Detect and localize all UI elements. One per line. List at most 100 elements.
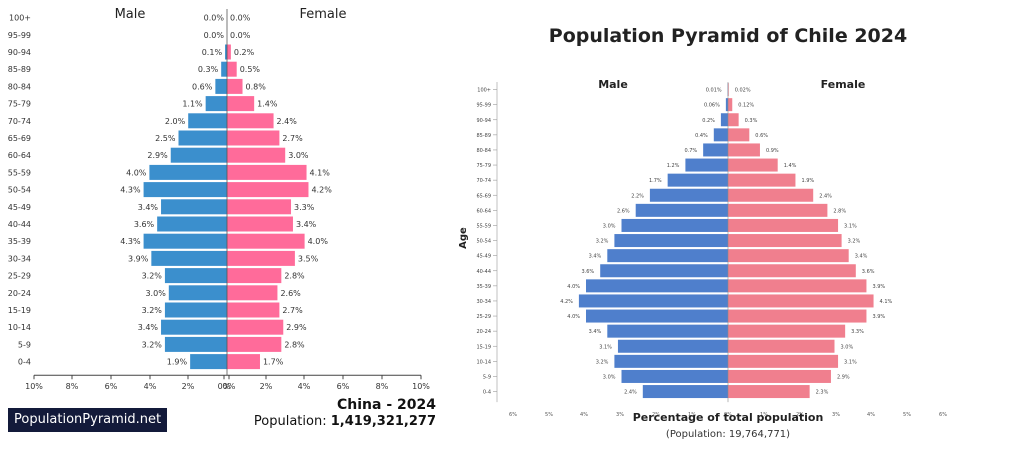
- x-tick-label: 8%: [66, 382, 79, 391]
- female-value-label: 3.3%: [294, 203, 315, 212]
- female-bar: [728, 325, 845, 338]
- age-group-label: 40-44: [476, 269, 491, 275]
- male-bar: [685, 159, 728, 172]
- male-bar: [607, 325, 728, 338]
- x-tick-label: 6%: [939, 412, 947, 418]
- male-value-label: 2.5%: [155, 134, 176, 143]
- age-group-label: 45-49: [8, 203, 31, 212]
- female-bar: [227, 113, 274, 128]
- age-group-label: 80-84: [476, 148, 491, 154]
- age-group-label: 10-14: [8, 323, 31, 332]
- x-tick-label: 5%: [545, 412, 553, 418]
- age-group-label: 70-74: [8, 117, 31, 126]
- female-value-label: 0.12%: [738, 103, 754, 109]
- age-group-label: 55-59: [8, 168, 31, 177]
- male-value-label: 1.7%: [649, 178, 662, 184]
- brand-badge[interactable]: PopulationPyramid.net: [8, 408, 167, 432]
- female-bar: [728, 98, 732, 111]
- age-group-label: 100+: [9, 14, 31, 23]
- male-bar: [165, 303, 227, 318]
- male-bar: [221, 62, 227, 77]
- female-bar: [227, 62, 237, 77]
- female-value-label: 0.0%: [230, 31, 251, 40]
- female-bar: [227, 217, 293, 232]
- age-group-label: 20-24: [8, 289, 31, 298]
- age-group-label: 70-74: [476, 178, 491, 184]
- male-bar: [144, 234, 227, 249]
- male-bar: [622, 219, 729, 232]
- age-group-label: 60-64: [476, 208, 491, 214]
- male-value-label: 4.0%: [567, 284, 580, 290]
- x-tick-label: 4%: [867, 412, 875, 418]
- male-bar: [149, 165, 227, 180]
- female-value-label: 2.8%: [284, 340, 305, 349]
- china-population: Population: 1,419,321,277: [254, 414, 436, 429]
- male-bar: [726, 98, 728, 111]
- male-value-label: 3.2%: [142, 306, 163, 315]
- female-bar: [728, 219, 838, 232]
- x-tick-label: 4%: [580, 412, 588, 418]
- female-value-label: 4.0%: [308, 237, 329, 246]
- male-bar: [165, 268, 227, 283]
- chile-x-axis-label: Percentage of total population: [633, 411, 824, 424]
- female-value-label: 0.02%: [735, 88, 751, 94]
- x-tick-label: 10%: [412, 382, 430, 391]
- male-bar: [618, 340, 728, 353]
- chile-male-label: Male: [598, 78, 628, 91]
- male-value-label: 4.3%: [120, 186, 141, 195]
- male-value-label: 3.4%: [589, 254, 602, 260]
- x-tick-label: 8%: [376, 382, 389, 391]
- x-tick-label: 3%: [616, 412, 624, 418]
- age-group-label: 5-9: [483, 374, 491, 380]
- x-tick-label: 10%: [25, 382, 43, 391]
- age-group-label: 50-54: [476, 239, 491, 245]
- age-group-label: 45-49: [476, 254, 491, 260]
- female-value-label: 2.3%: [816, 390, 829, 396]
- female-bar: [728, 340, 835, 353]
- male-bar: [165, 337, 227, 352]
- female-bar: [227, 45, 231, 60]
- male-bar: [206, 96, 227, 111]
- male-bar: [721, 113, 728, 126]
- male-bar: [151, 251, 227, 266]
- male-value-label: 3.0%: [603, 223, 616, 229]
- age-group-label: 90-94: [476, 118, 491, 124]
- female-bar: [227, 79, 243, 94]
- male-bar: [579, 294, 728, 307]
- male-bar: [614, 355, 728, 368]
- male-bar: [169, 285, 227, 300]
- x-tick-label: 4%: [144, 382, 157, 391]
- chile-y-axis-label: Age: [458, 227, 469, 249]
- female-value-label: 1.7%: [263, 358, 284, 367]
- china-female-label: Female: [299, 7, 346, 22]
- age-group-label: 95-99: [476, 103, 491, 109]
- age-group-label: 30-34: [476, 299, 491, 305]
- male-bar: [144, 182, 227, 197]
- male-value-label: 4.0%: [126, 168, 147, 177]
- female-bar: [728, 385, 810, 398]
- male-value-label: 2.0%: [165, 117, 186, 126]
- male-value-label: 0.4%: [695, 133, 708, 139]
- female-bar: [728, 264, 856, 277]
- female-bar: [728, 189, 813, 202]
- male-value-label: 1.2%: [667, 163, 680, 169]
- female-bar: [728, 128, 749, 141]
- female-bar: [728, 174, 795, 187]
- male-bar: [586, 310, 728, 323]
- female-value-label: 3.4%: [296, 220, 317, 229]
- female-bar: [728, 249, 849, 262]
- male-bar: [600, 264, 728, 277]
- age-group-label: 15-19: [8, 306, 31, 315]
- male-value-label: 2.6%: [617, 208, 630, 214]
- age-group-label: 35-39: [8, 237, 31, 246]
- male-value-label: 4.0%: [567, 314, 580, 320]
- female-value-label: 2.8%: [833, 208, 846, 214]
- x-tick-label: 5%: [903, 412, 911, 418]
- female-bar: [227, 337, 281, 352]
- female-bar: [728, 294, 874, 307]
- age-group-label: 75-79: [476, 163, 491, 169]
- male-value-label: 0.7%: [684, 148, 697, 154]
- female-value-label: 3.9%: [872, 284, 885, 290]
